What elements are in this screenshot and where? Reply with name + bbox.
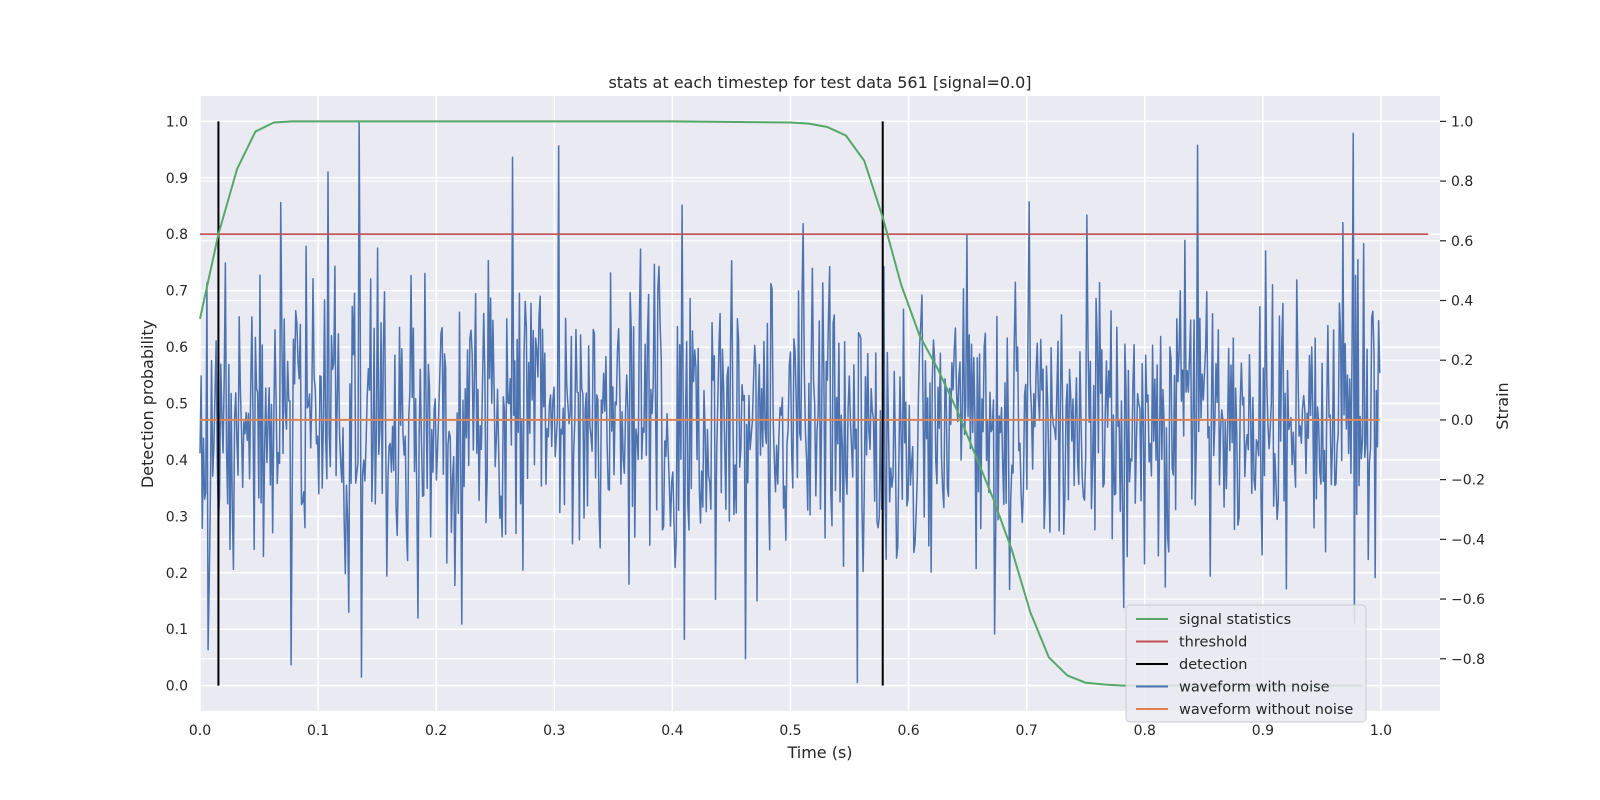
x-tick-label: 0.6 [897,723,919,739]
legend: signal statistics threshold detection wavef… [1125,604,1367,723]
x-tick-label: 0.7 [1016,723,1038,739]
x-axis-label: Time (s) [786,743,852,762]
legend-entry: threshold [1179,635,1247,651]
legend-entry: waveform with noise [1179,680,1330,696]
y-axis-ticks: 0.0 0.1 0.2 0.3 0.4 0.5 0.6 0.7 0.8 0.9 1.0 [166,114,188,694]
y-tick-label: 0.1 [166,622,188,638]
x-tick-label: 0.1 [307,723,329,739]
y-tick-label: 0.4 [166,453,188,469]
y-tick-label: 0.7 [166,284,188,300]
legend-entry: waveform without noise [1179,702,1353,718]
y2-tick-label: 0.4 [1451,294,1473,310]
x-tick-label: 0.4 [661,723,683,739]
chart-title: stats at each timestep for test data 561… [608,73,1031,92]
x-tick-label: 1.0 [1370,723,1392,739]
series-layer [199,120,1429,687]
legend-entry: signal statistics [1179,612,1291,628]
y-tick-label: 0.9 [166,171,188,187]
y-axis-label: Detection probability [138,320,157,488]
series-signal-statistics [199,120,1363,687]
x-tick-label: 0.0 [189,723,211,739]
x-tick-label: 0.9 [1252,723,1274,739]
y-tick-label: 0.6 [166,340,188,356]
x-tick-label: 0.2 [425,723,447,739]
series-waveform-with-noise [199,120,1381,684]
x-tick-label: 0.3 [543,723,565,739]
y2-tick-label: 0.8 [1451,174,1473,190]
legend-entry: detection [1179,657,1247,673]
y-tick-label: 0.5 [166,397,188,413]
y2-tick-label: −0.6 [1451,592,1485,608]
y-tick-label: 0.8 [166,227,188,243]
y2-tick-label: −0.2 [1451,473,1485,489]
y2-tick-label: −0.4 [1451,532,1485,548]
y2-tick-label: 0.2 [1451,353,1473,369]
x-tick-label: 0.5 [779,723,801,739]
y2-tick-label: −0.8 [1451,652,1485,668]
y2-tick-label: 1.0 [1451,114,1473,130]
y-tick-label: 0.2 [166,566,188,582]
y-tick-label: 0.0 [166,679,188,695]
x-tick-label: 0.8 [1134,723,1156,739]
y2-axis-label: Strain [1493,382,1512,429]
x-axis-ticks: 0.0 0.1 0.2 0.3 0.4 0.5 0.6 0.7 0.8 0.9 1.0 [189,723,1392,739]
y-tick-label: 1.0 [166,114,188,130]
legend-box [1125,604,1367,723]
y2-tick-label: 0.0 [1451,413,1473,429]
y-tick-label: 0.3 [166,509,188,525]
y2-axis-ticks: −0.8 −0.6 −0.4 −0.2 0.0 0.2 0.4 0.6 0.8 1.0 [1440,114,1485,668]
y2-tick-label: 0.6 [1451,234,1473,250]
